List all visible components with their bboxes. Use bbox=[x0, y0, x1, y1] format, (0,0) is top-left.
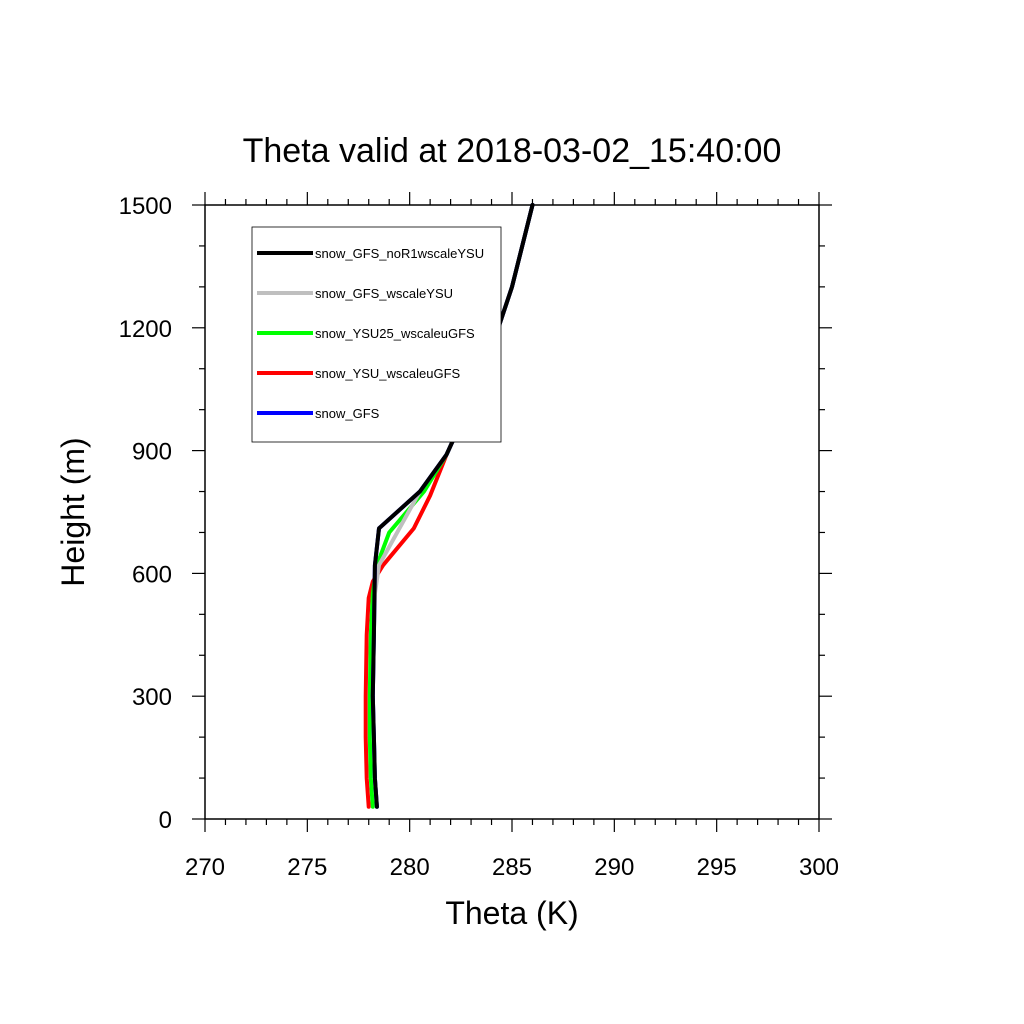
x-tick-label: 280 bbox=[390, 854, 430, 881]
chart-title: Theta valid at 2018-03-02_15:40:00 bbox=[243, 132, 782, 170]
axis-ticks: 270 275 280 285 290 295 300 0 300 600 900 1200 1500 bbox=[119, 192, 839, 881]
legend: snow_GFS_noR1wscaleYSU snow_GFS_wscaleYSU… bbox=[251, 226, 502, 443]
legend-label: snow_GFS_noR1wscaleYSU bbox=[315, 246, 484, 261]
y-tick-label: 0 bbox=[159, 807, 172, 834]
x-tick-label: 275 bbox=[287, 854, 327, 881]
x-axis-label: Theta (K) bbox=[445, 895, 578, 931]
x-tick-label: 300 bbox=[799, 854, 839, 881]
x-tick-label: 290 bbox=[594, 854, 634, 881]
y-tick-label: 600 bbox=[132, 561, 172, 588]
y-tick-label: 1200 bbox=[119, 316, 172, 343]
x-tick-label: 270 bbox=[185, 854, 225, 881]
y-tick-label: 900 bbox=[132, 439, 172, 466]
x-tick-label: 285 bbox=[492, 854, 532, 881]
legend-label: snow_GFS bbox=[315, 406, 380, 421]
x-tick-label: 295 bbox=[697, 854, 737, 881]
y-tick-label: 1500 bbox=[119, 193, 172, 220]
legend-label: snow_YSU25_wscaleuGFS bbox=[315, 326, 475, 341]
legend-label: snow_YSU_wscaleuGFS bbox=[315, 366, 461, 381]
y-tick-label: 300 bbox=[132, 684, 172, 711]
y-axis-label: Height (m) bbox=[55, 437, 91, 586]
plot-frame bbox=[204, 204, 820, 820]
legend-label: snow_GFS_wscaleYSU bbox=[315, 286, 453, 301]
